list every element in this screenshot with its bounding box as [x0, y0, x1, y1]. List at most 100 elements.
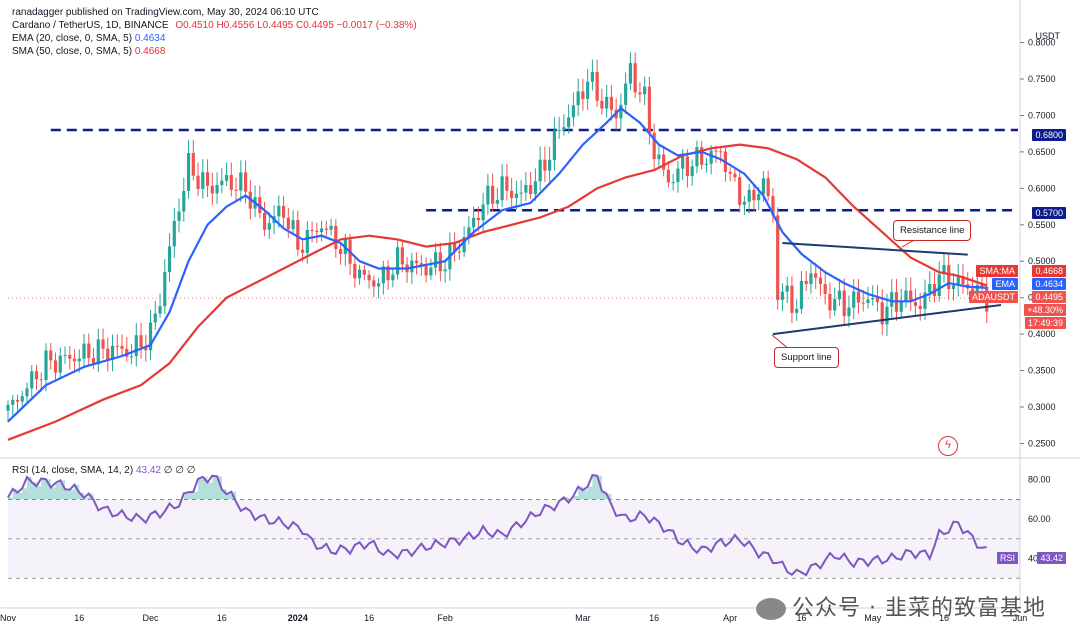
candle-body	[191, 152, 195, 176]
candle-body	[576, 91, 580, 106]
rsi-overbought-fill	[60, 480, 66, 500]
level-tag-0570: 0.5700	[1032, 207, 1066, 219]
candle-body	[747, 189, 751, 202]
candle-body	[15, 399, 20, 402]
candle-body	[144, 347, 148, 351]
candle-body	[386, 266, 390, 281]
candle-body	[871, 297, 875, 300]
candle-body	[719, 151, 723, 153]
candle-body	[690, 166, 694, 177]
candle-body	[419, 263, 423, 267]
candle-body	[72, 358, 77, 362]
lightning-icon[interactable]: ϟ	[938, 436, 958, 456]
candle-body	[362, 269, 366, 275]
ema-tag-name: EMA	[992, 278, 1018, 290]
candle-body	[129, 356, 134, 358]
rsi-overbought-fill	[8, 497, 13, 500]
candle-body	[443, 269, 447, 272]
candle-body	[647, 86, 652, 133]
candle-body	[609, 96, 613, 110]
candle-body	[586, 81, 590, 100]
candle-body	[562, 127, 566, 130]
candle-body	[628, 63, 633, 84]
rsi-overbought-fill	[31, 482, 37, 500]
candle-body	[277, 205, 281, 217]
wechat-icon	[756, 598, 787, 620]
watermark: 公众号 · 韭菜的致富基地	[756, 590, 1046, 622]
rsi-overbought-fill	[573, 495, 579, 500]
candle-body	[557, 129, 561, 131]
candle-body	[158, 306, 162, 314]
rsi-overbought-fill	[55, 482, 61, 500]
ema-20-line	[7, 106, 987, 423]
candle-body	[814, 273, 818, 278]
symbol-line: Cardano / TetherUS, 1D, BINANCE O0.4510 …	[12, 19, 417, 32]
candle-body	[733, 173, 737, 178]
rsi-overbought-fill	[578, 486, 583, 500]
candle-body	[961, 275, 965, 285]
rsi-overbought-fill	[27, 476, 32, 500]
x-tick-label: Jun	[1013, 613, 1028, 623]
candle-body	[590, 71, 594, 82]
rsi-overbought-fill	[46, 479, 51, 500]
candle-body	[923, 292, 927, 309]
candle-body	[462, 237, 466, 253]
rsi-tick-label: 80.00	[1028, 475, 1051, 485]
y-tick-label: 0.6500	[1028, 147, 1056, 157]
candle-body	[395, 247, 400, 275]
candle-body	[757, 194, 761, 201]
sma-tag-value: 0.4668	[1032, 265, 1066, 277]
candle-body	[956, 275, 960, 286]
candle-body	[429, 267, 433, 276]
x-tick-label: 16	[939, 613, 949, 623]
ema-legend: EMA (20, close, 0, SMA, 5) 0.4634	[12, 32, 165, 45]
rsi-overbought-fill	[606, 493, 612, 500]
candle-body	[262, 213, 267, 230]
rsi-overbought-fill	[601, 490, 607, 500]
candle-body	[947, 264, 951, 290]
candle-body	[120, 346, 124, 349]
rsi-legend-value: 43.42	[135, 465, 161, 476]
candle-body	[514, 193, 518, 199]
rsi-tag-name: RSI	[996, 552, 1018, 564]
candle-body	[790, 285, 794, 313]
candle-body	[291, 220, 295, 230]
candle-body	[904, 290, 908, 302]
candle-body	[918, 305, 922, 309]
sma-legend-value: 0.4668	[134, 46, 166, 57]
candle-body	[695, 147, 699, 167]
candle-body	[106, 348, 110, 360]
rsi-overbought-fill	[36, 486, 42, 500]
candle-body	[300, 249, 305, 253]
candle-body	[714, 150, 718, 152]
candle-body	[153, 313, 157, 323]
candle-body	[685, 156, 690, 177]
candle-body	[167, 246, 172, 273]
candle-body	[524, 184, 528, 193]
candle-body	[324, 228, 328, 230]
y-tick-label: 0.3500	[1028, 366, 1056, 376]
candle-body	[101, 339, 105, 349]
candle-body	[115, 345, 119, 347]
candle-body	[942, 264, 946, 275]
candle-body	[643, 86, 647, 95]
symbol-tag-name: ADAUSDT	[968, 291, 1018, 303]
y-tick-label: 0.6000	[1028, 183, 1056, 193]
candle-body	[852, 291, 856, 308]
symbol-title: Cardano / TetherUS, 1D, BINANCE	[12, 20, 169, 31]
candle-body	[847, 307, 851, 317]
candle-body	[229, 175, 233, 190]
candle-body	[319, 228, 324, 233]
x-tick-label: 16	[217, 613, 227, 623]
y-tick-label: 0.3000	[1028, 402, 1056, 412]
candle-body	[937, 274, 941, 297]
sma-legend-label: SMA (50, close, 0, SMA, 5)	[12, 46, 133, 57]
rsi-overbought-fill	[17, 492, 23, 500]
candle-body	[201, 172, 205, 189]
candle-body	[457, 251, 461, 253]
currency-label: USDT	[1035, 31, 1061, 41]
rsi-overbought-fill	[226, 494, 232, 500]
candle-body	[243, 172, 248, 192]
rsi-overbought-fill	[582, 490, 588, 500]
